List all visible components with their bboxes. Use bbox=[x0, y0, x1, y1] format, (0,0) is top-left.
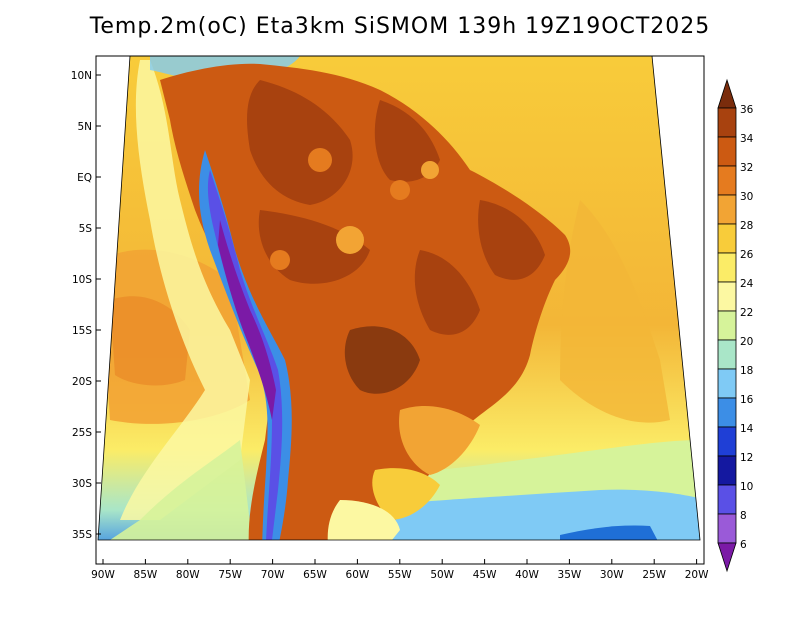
colorbar-label: 18 bbox=[740, 365, 753, 377]
colorbar-swatch bbox=[717, 310, 737, 341]
lon-tick-label: 65W bbox=[303, 569, 327, 581]
colorbar-label: 22 bbox=[740, 307, 753, 319]
lat-tick-label: 35S bbox=[72, 529, 92, 541]
colorbar-max-arrow bbox=[717, 78, 737, 109]
colorbar-swatch bbox=[717, 339, 737, 370]
colorbar-swatch bbox=[717, 194, 737, 225]
map-title: Temp.2m(oC) Eta3km SiSMOM 139h 19Z19OCT2… bbox=[89, 14, 711, 39]
colorbar-label: 16 bbox=[740, 394, 754, 406]
lat-tick-label: EQ bbox=[77, 172, 92, 184]
lon-tick-label: 90W bbox=[91, 569, 115, 581]
colorbar-label: 26 bbox=[740, 249, 754, 261]
colorbar-swatch bbox=[717, 368, 737, 399]
colorbar-label: 28 bbox=[740, 220, 753, 232]
longitude-axis: 90W 85W 80W 75W 70W 65W 60W 55W 50W 45W 40W 35W 30W 2… bbox=[91, 559, 709, 581]
latitude-axis: 10N 5N EQ 5S 10S 15S 20S 25S 30S 35S bbox=[71, 70, 101, 541]
colorbar-label: 34 bbox=[740, 133, 754, 145]
colorbar: 36 34 32 30 28 26 24 22 20 18 16 14 12 10 8 6 bbox=[717, 78, 754, 573]
lon-tick-label: 60W bbox=[346, 569, 370, 581]
lon-tick-label: 70W bbox=[261, 569, 285, 581]
lon-tick-label: 75W bbox=[218, 569, 242, 581]
south-america-landmass bbox=[160, 63, 571, 540]
colorbar-swatch bbox=[717, 455, 737, 486]
colorbar-swatch bbox=[717, 281, 737, 312]
lon-tick-label: 30W bbox=[600, 569, 624, 581]
colorbar-swatch bbox=[717, 484, 737, 515]
colorbar-label: 10 bbox=[740, 481, 753, 493]
colorbar-label: 8 bbox=[740, 510, 747, 522]
lon-tick-label: 20W bbox=[685, 569, 709, 581]
colorbar-label: 36 bbox=[740, 104, 754, 116]
lat-tick-label: 10N bbox=[71, 70, 92, 82]
colorbar-label: 14 bbox=[740, 423, 754, 435]
colorbar-label: 12 bbox=[740, 452, 753, 464]
colorbar-label: 24 bbox=[740, 278, 754, 290]
colorbar-label: 6 bbox=[740, 539, 747, 551]
lon-tick-label: 50W bbox=[430, 569, 454, 581]
colorbar-swatch bbox=[717, 426, 737, 457]
lon-tick-label: 85W bbox=[134, 569, 158, 581]
lat-tick-label: 10S bbox=[72, 274, 92, 286]
colorbar-swatch bbox=[717, 397, 737, 428]
lon-tick-label: 55W bbox=[388, 569, 412, 581]
lat-tick-label: 5S bbox=[79, 223, 93, 235]
lon-tick-label: 35W bbox=[558, 569, 582, 581]
lon-tick-label: 80W bbox=[176, 569, 200, 581]
colorbar-swatch bbox=[717, 107, 737, 138]
colorbar-swatch bbox=[717, 165, 737, 196]
lat-tick-label: 30S bbox=[72, 478, 92, 490]
colorbar-swatch bbox=[717, 223, 737, 254]
lat-tick-label: 25S bbox=[72, 427, 92, 439]
lat-tick-label: 5N bbox=[77, 121, 92, 133]
colorbar-label: 20 bbox=[740, 336, 753, 348]
colorbar-label: 30 bbox=[740, 191, 753, 203]
lon-tick-label: 25W bbox=[642, 569, 666, 581]
lat-tick-label: 20S bbox=[72, 376, 92, 388]
colorbar-swatch bbox=[717, 513, 737, 544]
colorbar-min-arrow bbox=[717, 542, 737, 573]
colorbar-swatch bbox=[717, 136, 737, 167]
lat-tick-label: 15S bbox=[72, 325, 92, 337]
colorbar-swatch bbox=[717, 252, 737, 283]
lon-tick-label: 45W bbox=[473, 569, 497, 581]
colorbar-label: 32 bbox=[740, 162, 753, 174]
lon-tick-label: 40W bbox=[515, 569, 539, 581]
